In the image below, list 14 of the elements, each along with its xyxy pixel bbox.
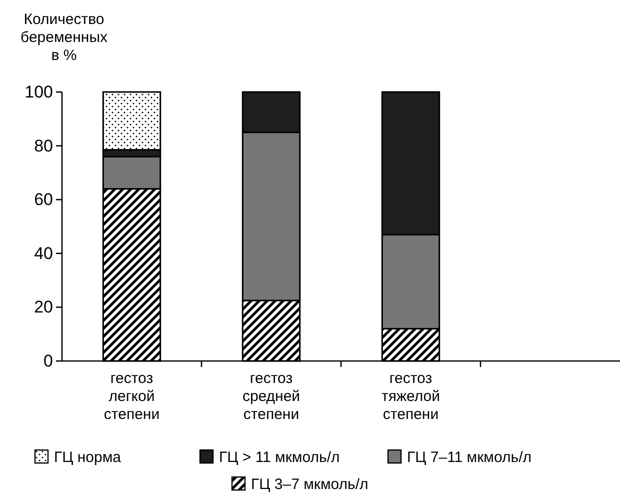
x-tick-label: гестоз легкой степени bbox=[104, 370, 160, 423]
y-tick-label: 60 bbox=[34, 190, 53, 210]
y-tick-label: 0 bbox=[44, 351, 53, 370]
x-tick-label: гестоз средней степени bbox=[242, 370, 300, 423]
y-tick-label: 80 bbox=[34, 136, 53, 156]
legend-label: ГЦ > 11 мкмоль/л bbox=[219, 449, 340, 466]
y-tick-label: 40 bbox=[34, 244, 53, 263]
legend-label: ГЦ норма bbox=[54, 449, 122, 466]
x-tick-label: гестоз тяжелой степени bbox=[381, 370, 440, 423]
legend-label: ГЦ 3–7 мкмоль/л bbox=[251, 476, 368, 493]
legend-label: ГЦ 7–11 мкмоль/л bbox=[407, 449, 532, 466]
y-tick-label: 100 bbox=[24, 82, 53, 102]
y-tick-label: 20 bbox=[34, 298, 53, 317]
y-axis-title: Количество беременных в % bbox=[20, 11, 108, 64]
